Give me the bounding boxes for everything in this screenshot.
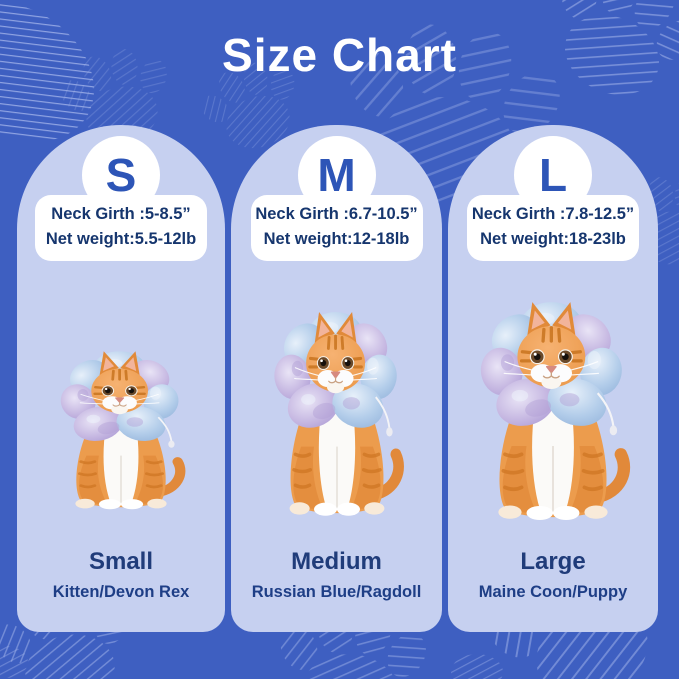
net-weight-text: Net weight:12-18lb (263, 230, 410, 248)
neck-girth-text: Neck Girth :7.8-12.5” (471, 205, 635, 223)
size-name-label: Small (88, 548, 154, 575)
size-letter: L (538, 149, 568, 201)
size-column-small: S Neck Girth :5-8.5” Net weight:5.5-12lb… (17, 125, 225, 632)
cat-photo-medium-cat-with-flower-collar (258, 295, 416, 527)
size-column-large: L Neck Girth :7.8-12.5” Net weight:18-23… (448, 125, 658, 632)
neck-girth-text: Neck Girth :5-8.5” (51, 205, 191, 223)
size-name-label: Medium (291, 548, 382, 575)
breed-recommendation-label: Kitten/Devon Rex (52, 583, 190, 601)
page-title: Size Chart (222, 29, 457, 81)
size-letter: M (317, 149, 356, 201)
breed-recommendation-label: Maine Coon/Puppy (478, 583, 628, 601)
measurements-card-large: Neck Girth :7.8-12.5” Net weight:18-23lb (467, 195, 639, 261)
cat-photo-small-kitten-with-flower-collar (45, 338, 197, 518)
breed-recommendation-label: Russian Blue/Ragdoll (251, 583, 422, 601)
size-letter: S (105, 149, 137, 201)
net-weight-text: Net weight:5.5-12lb (45, 230, 197, 248)
size-column-medium: M Neck Girth :6.7-10.5” Net weight:12-18… (231, 125, 442, 632)
neck-girth-text: Neck Girth :6.7-10.5” (255, 205, 418, 223)
measurements-card-medium: Neck Girth :6.7-10.5” Net weight:12-18lb (250, 195, 423, 261)
cat-photo-large-cat-with-flower-collar (462, 284, 644, 532)
size-name-label: Large (520, 548, 586, 575)
measurements-card-small: Neck Girth :5-8.5” Net weight:5.5-12lb (35, 195, 207, 261)
net-weight-text: Net weight:18-23lb (480, 230, 626, 248)
